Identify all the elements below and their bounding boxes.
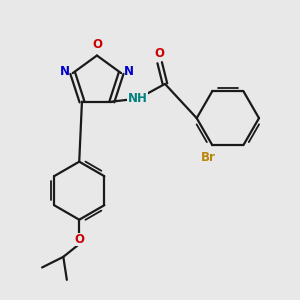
Text: O: O — [74, 233, 84, 246]
Text: O: O — [155, 47, 165, 60]
Text: N: N — [60, 65, 70, 78]
Text: O: O — [92, 38, 102, 51]
Text: NH: NH — [128, 92, 147, 105]
Text: N: N — [124, 65, 134, 78]
Text: Br: Br — [201, 152, 216, 164]
